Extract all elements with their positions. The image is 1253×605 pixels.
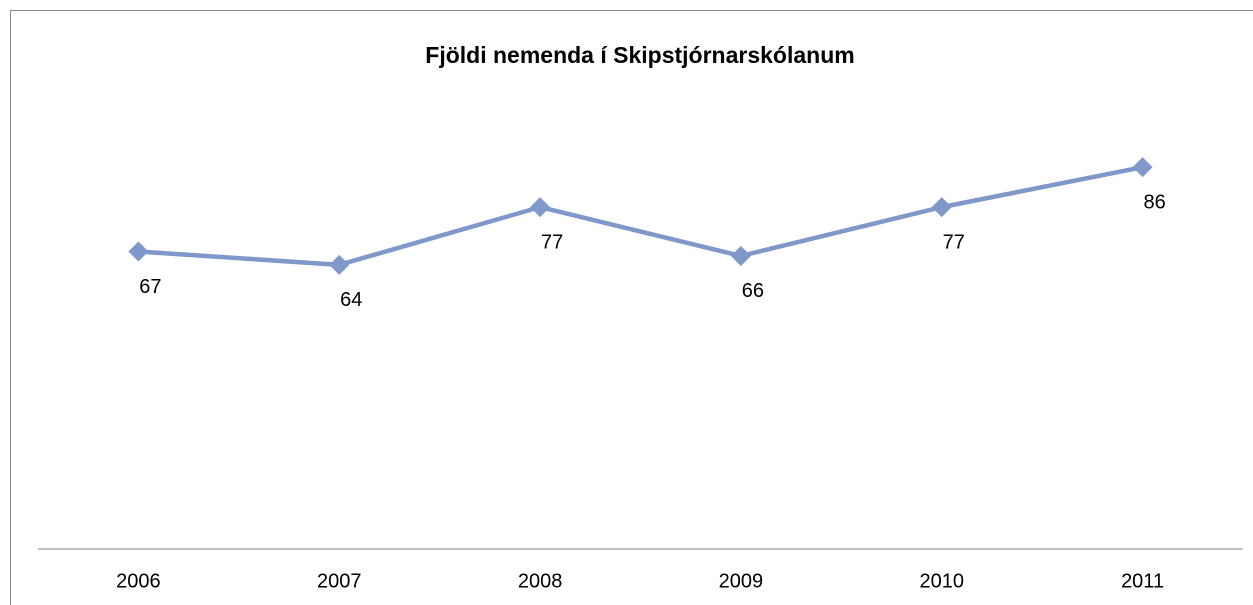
x-tick-label: 2006 [116,570,161,592]
chart-frame [10,10,1253,605]
data-point [1132,157,1153,178]
x-tick-label: 2009 [719,570,764,592]
data-label: 66 [742,280,764,302]
data-label: 77 [943,231,965,253]
chart-title: Fjöldi nemenda í Skipstjórnarskólanum [425,42,854,68]
data-label: 77 [541,231,563,253]
data-point [530,197,551,218]
data-label: 67 [139,276,161,298]
data-point [931,197,952,218]
data-point [730,245,751,266]
data-point [329,254,350,275]
series-line [138,164,1144,268]
data-label: 86 [1143,191,1165,213]
data-label: 64 [340,289,362,311]
x-tick-label: 2007 [317,570,362,592]
x-tick-label: 2011 [1121,570,1164,592]
x-tick-label: 2010 [920,570,965,592]
data-point [128,241,149,262]
x-tick-label: 2008 [518,570,563,592]
